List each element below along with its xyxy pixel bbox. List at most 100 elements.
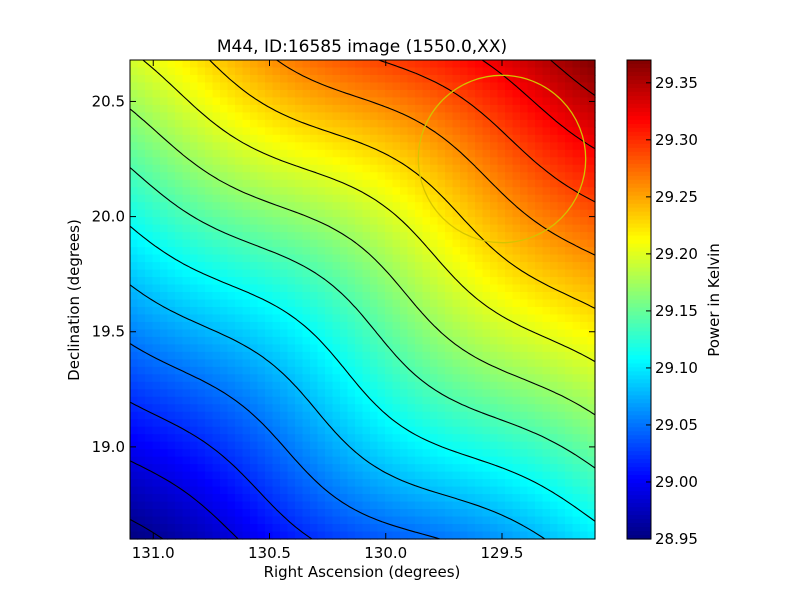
heatmap-cell	[355, 501, 364, 510]
heatmap-cell	[452, 434, 461, 443]
heatmap-cell	[505, 247, 514, 256]
heatmap-cell	[197, 321, 206, 331]
heatmap-cell	[325, 82, 334, 91]
heatmap-cell	[542, 524, 551, 533]
heatmap-cell	[505, 157, 514, 166]
heatmap-cell	[272, 202, 281, 211]
heatmap-cell	[362, 292, 371, 301]
heatmap-cell	[407, 336, 416, 345]
heatmap-cell	[377, 456, 386, 465]
heatmap-cell	[250, 419, 259, 428]
heatmap-cell	[362, 74, 371, 84]
heatmap-cell	[340, 441, 349, 450]
heatmap-cell	[310, 217, 319, 226]
heatmap-cell	[250, 254, 259, 263]
heatmap-cell	[445, 67, 454, 76]
heatmap-cell	[422, 426, 431, 435]
heatmap-cell	[280, 187, 289, 196]
heatmap-cell	[302, 321, 311, 331]
heatmap-cell	[250, 479, 259, 488]
heatmap-cell	[197, 344, 206, 353]
heatmap-cell	[385, 486, 394, 495]
heatmap-cell	[332, 247, 341, 256]
heatmap-cell	[235, 202, 244, 211]
heatmap-cell	[407, 501, 416, 510]
heatmap-cell	[385, 194, 394, 203]
heatmap-cell	[505, 209, 514, 218]
heatmap-cell	[565, 381, 574, 390]
heatmap-cell	[490, 366, 499, 375]
colorbar-tick-label: 29.15	[655, 302, 698, 320]
heatmap-cell	[452, 494, 461, 503]
heatmap-cell	[205, 149, 214, 158]
heatmap-cell	[362, 232, 371, 241]
heatmap-cell	[445, 486, 454, 495]
heatmap-cell	[550, 194, 559, 203]
heatmap-cell	[257, 336, 266, 345]
heatmap-cell	[197, 112, 206, 121]
heatmap-cell	[287, 351, 296, 360]
heatmap-cell	[542, 479, 551, 488]
heatmap-cell	[460, 277, 469, 286]
heatmap-cell	[130, 292, 139, 301]
heatmap-cell	[175, 531, 184, 540]
heatmap-cell	[437, 134, 446, 143]
contour-line	[276, 59, 596, 256]
heatmap-cell	[265, 149, 274, 158]
heatmap-cell	[415, 254, 424, 263]
heatmap-cell	[370, 351, 379, 360]
heatmap-cell	[460, 509, 469, 518]
heatmap-cell	[572, 269, 581, 278]
heatmap-cell	[347, 134, 356, 143]
heatmap-cell	[550, 314, 559, 323]
heatmap-cell	[212, 344, 221, 353]
heatmap-cell	[587, 434, 596, 443]
heatmap-cell	[452, 321, 461, 331]
heatmap-cell	[265, 329, 274, 338]
heatmap-cell	[137, 486, 146, 495]
heatmap-cell	[422, 89, 431, 99]
heatmap-cell	[505, 74, 514, 84]
heatmap-cell	[370, 60, 379, 69]
heatmap-cell	[220, 269, 229, 278]
heatmap-cell	[340, 277, 349, 286]
heatmap-cell	[535, 239, 544, 248]
heatmap-cell	[197, 411, 206, 420]
heatmap-cell	[445, 344, 454, 353]
heatmap-cell	[437, 224, 446, 233]
heatmap-cell	[272, 359, 281, 368]
heatmap-cell	[490, 516, 499, 525]
heatmap-cell	[205, 119, 214, 128]
heatmap-cell	[250, 471, 259, 480]
heatmap-cell	[415, 471, 424, 480]
heatmap-cell	[145, 411, 154, 420]
heatmap-cell	[482, 456, 491, 465]
heatmap-cell	[422, 179, 431, 188]
heatmap-cell	[325, 351, 334, 360]
heatmap-cell	[587, 89, 596, 99]
heatmap-cell	[242, 299, 251, 308]
heatmap-cell	[220, 149, 229, 158]
heatmap-cell	[242, 112, 251, 121]
heatmap-cell	[205, 194, 214, 203]
heatmap-cell	[205, 486, 214, 495]
x-tick-label: 129.5	[481, 544, 524, 562]
heatmap-cell	[272, 381, 281, 390]
heatmap-cell	[422, 351, 431, 360]
heatmap-cell	[340, 306, 349, 316]
heatmap-cell	[415, 89, 424, 99]
heatmap-cell	[520, 374, 529, 383]
colorbar-segment	[627, 79, 651, 85]
colorbar-segment	[627, 275, 651, 281]
heatmap-cell	[287, 172, 296, 181]
heatmap-cell	[430, 336, 439, 345]
heatmap-cell	[430, 172, 439, 181]
heatmap-cell	[302, 239, 311, 248]
heatmap-cell	[422, 164, 431, 173]
heatmap-cell	[385, 471, 394, 480]
heatmap-cell	[272, 157, 281, 166]
heatmap-cell	[580, 336, 589, 345]
colorbar-segment	[627, 191, 651, 197]
heatmap-cell	[460, 194, 469, 203]
contour-line	[481, 59, 596, 150]
